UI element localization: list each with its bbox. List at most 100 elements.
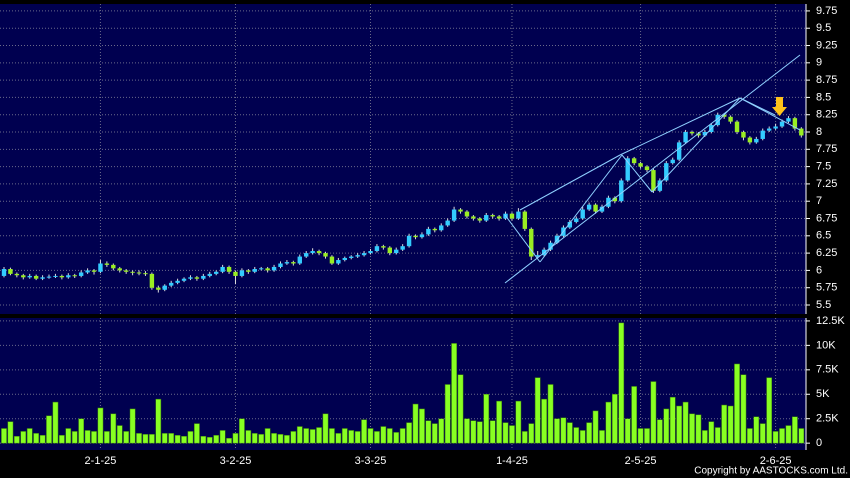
volume-bar <box>766 377 773 444</box>
candle-body <box>734 121 740 133</box>
candle-body <box>98 263 103 272</box>
volume-bar <box>631 386 637 444</box>
candle-body <box>130 271 135 273</box>
trend-line <box>504 214 541 263</box>
candle-body <box>638 163 643 167</box>
volume-bar <box>624 418 631 444</box>
candle-body <box>361 253 367 256</box>
volume-bar <box>747 428 753 444</box>
candle-body <box>40 277 45 279</box>
candle-body <box>1 269 7 276</box>
candle-body <box>72 275 77 277</box>
volume-bar <box>759 423 766 444</box>
y-tick-label: 8.5 <box>816 91 831 103</box>
candle-body <box>683 132 688 143</box>
candle-body <box>53 275 58 277</box>
volume-bar <box>245 430 252 444</box>
volume-bar <box>123 431 130 444</box>
candle-body <box>168 282 174 286</box>
volume-bar <box>322 413 329 444</box>
volume-bar <box>727 405 734 444</box>
y-tick-label: 9.5 <box>816 22 831 34</box>
volume-bar <box>792 416 798 444</box>
candle-body <box>477 218 483 221</box>
volume-bar <box>509 425 515 444</box>
candle-body <box>349 256 354 258</box>
candle-body <box>329 256 335 264</box>
candle-body <box>85 270 90 273</box>
candle-body <box>439 225 444 231</box>
candle-body <box>747 137 753 143</box>
volume-bar <box>104 431 110 444</box>
volume-bar <box>290 431 297 444</box>
volume-bar <box>142 434 149 444</box>
y-tick-label: 6 <box>816 264 822 276</box>
volume-bar <box>406 422 412 444</box>
candle-body <box>91 270 97 272</box>
volume-bar <box>161 433 168 444</box>
volume-bar <box>721 404 728 444</box>
volume-bar <box>264 428 271 444</box>
volume-bar <box>277 434 284 444</box>
volume-bar <box>740 374 747 444</box>
volume-bar <box>483 394 490 444</box>
candle-body <box>522 211 528 229</box>
volume-bar <box>26 428 33 444</box>
candle-body <box>786 118 791 122</box>
volume-bar <box>689 413 695 444</box>
volume-bar <box>682 401 689 444</box>
candle-body <box>721 114 727 117</box>
price-panel <box>0 4 806 314</box>
candle-body <box>792 118 798 129</box>
volume-bar <box>174 435 181 444</box>
candle-body <box>246 270 251 272</box>
candle-body <box>413 235 418 238</box>
volume-bar <box>116 425 123 444</box>
candle-body <box>265 268 270 271</box>
volume-bar <box>309 429 316 444</box>
candle-body <box>773 126 778 129</box>
candle-body <box>14 273 20 276</box>
volume-bar <box>316 427 322 444</box>
candle-body <box>259 268 264 270</box>
candle-body <box>606 197 611 207</box>
volume-bar <box>541 398 547 444</box>
volume-bar <box>464 418 470 444</box>
candle-body <box>162 285 167 290</box>
y-tick-label: 9.25 <box>816 39 837 51</box>
y-tick-label: 8.25 <box>816 109 837 121</box>
candle-body <box>394 249 399 254</box>
volume-bar <box>206 437 213 444</box>
candle-body <box>471 216 476 219</box>
volume-bar <box>335 433 342 444</box>
candle-body <box>220 266 225 272</box>
volume-bar <box>438 418 445 444</box>
volume-bar <box>226 438 232 444</box>
volume-bar <box>554 418 560 444</box>
volume-bar <box>348 430 355 444</box>
candle-body <box>201 275 206 279</box>
candle-body <box>586 204 592 210</box>
volume-bar <box>779 428 785 444</box>
volume-bar <box>59 435 65 444</box>
volume-bar <box>194 423 200 444</box>
x-tick-label: 2-5-25 <box>625 455 657 467</box>
volume-bar <box>129 408 136 444</box>
volume-bar <box>798 428 805 444</box>
volume-bar <box>457 374 464 444</box>
y-tick-label: 7.75 <box>816 143 837 155</box>
volume-bar <box>419 408 425 444</box>
candle-body <box>406 235 412 247</box>
candle-body <box>233 271 238 276</box>
candle-body <box>484 215 489 221</box>
volume-bar <box>650 381 657 444</box>
candle-body <box>445 220 450 226</box>
candle-body <box>181 278 187 281</box>
candle-body <box>754 138 759 143</box>
volume-bar <box>232 433 239 444</box>
volume-bar <box>547 384 554 444</box>
candle-body <box>670 159 675 164</box>
volume-bar <box>239 418 245 444</box>
candle-body <box>644 166 650 171</box>
